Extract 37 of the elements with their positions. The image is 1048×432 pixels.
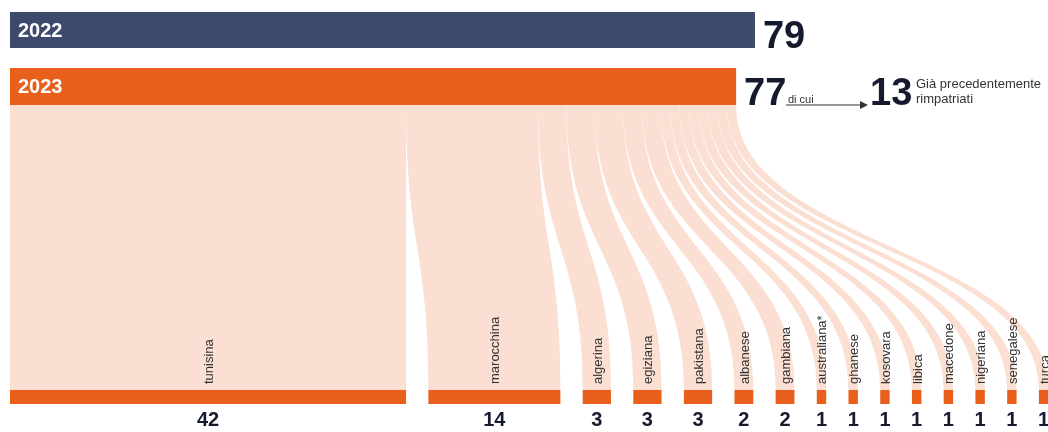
category-label: turca [1036,354,1048,384]
category-label: ghanese [846,334,862,384]
category-label: nigeriana [973,329,989,384]
data-label: 42 [196,408,220,430]
text: 13 [870,71,913,113]
category-label: egiziana [640,334,656,384]
category-label: gambiana [778,326,794,384]
data-label: 3 [591,408,603,430]
category-label: pakistana [691,327,707,384]
text: Già precedentemente rimpatriati [916,76,1042,106]
y-tick-label: 2023 [18,75,63,98]
category-label: kosovara [877,330,893,384]
data-label: 1 [942,408,954,430]
data-label: 1 [815,408,828,430]
category-label: australiana* [814,315,830,384]
data-label: 1 [847,408,859,430]
y-tick-label: 2022 [18,18,63,41]
category-label: marocchina [487,316,503,384]
data-label: 1 [1038,408,1048,430]
category-label: algerina [589,336,605,384]
data-label: 2 [779,408,791,430]
data-label: 3 [641,408,653,430]
text: di cui [788,93,814,105]
category-label: senegalese [1004,317,1020,384]
category-label: tunisina [201,338,217,384]
data-label: 79 [762,14,806,56]
category-label: libica [909,353,925,384]
data-label: 3 [692,408,704,430]
data-label: 14 [483,408,507,430]
category-label: albanese [736,331,752,384]
data-label: 1 [879,408,891,430]
data-label: 1 [1006,408,1018,430]
data-label: 1 [974,408,986,430]
category-label: macedone [941,323,957,384]
data-label: 2 [738,408,750,430]
data-label: 1 [911,408,923,430]
data-label: 77 [744,71,787,113]
